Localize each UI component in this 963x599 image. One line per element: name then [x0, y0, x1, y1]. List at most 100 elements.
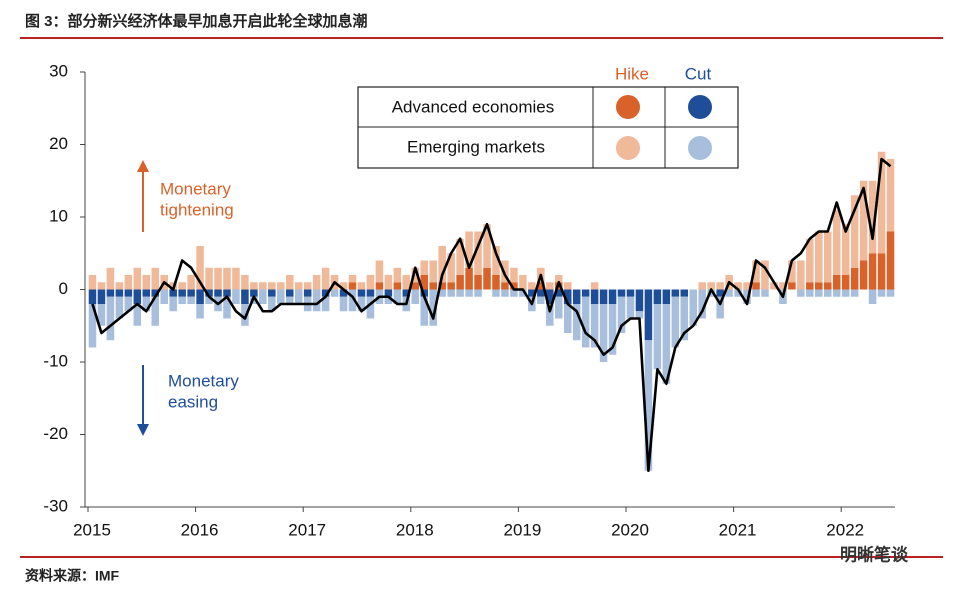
arrow-head [137, 160, 149, 172]
bar [178, 282, 186, 290]
bar [205, 289, 213, 297]
bar [133, 267, 142, 290]
bar [537, 282, 545, 290]
net-line [91, 157, 892, 473]
bar [303, 289, 312, 297]
x-tick-label: 2020 [611, 520, 649, 539]
bar [223, 267, 231, 290]
bar [420, 275, 429, 290]
legend-swatch [616, 95, 640, 119]
bar [250, 289, 258, 297]
bar [115, 282, 124, 290]
bar [285, 296, 294, 304]
annotation: tightening [160, 200, 234, 219]
bar [259, 282, 267, 290]
bar [680, 289, 689, 297]
bar [590, 289, 599, 304]
bar [348, 282, 357, 290]
bar [850, 267, 859, 290]
bar [250, 296, 258, 304]
bar [133, 289, 142, 304]
bar [115, 296, 124, 319]
bar [375, 282, 384, 290]
bar [88, 289, 97, 304]
watermark: 明晰笔谈 [840, 544, 909, 564]
bar [214, 267, 222, 290]
bar [339, 296, 348, 312]
bar [294, 282, 303, 290]
bar [456, 289, 464, 297]
bar [886, 159, 895, 232]
bar [232, 267, 240, 290]
bar [572, 289, 581, 304]
bar [106, 267, 115, 290]
bar [841, 224, 850, 275]
bar [815, 231, 823, 283]
bar [465, 267, 473, 290]
bar [285, 289, 294, 297]
bar [662, 304, 671, 384]
bar [590, 282, 599, 290]
bar [97, 282, 106, 290]
bar [859, 180, 868, 261]
bar [608, 304, 617, 355]
x-tick-label: 2015 [73, 520, 111, 539]
bar [375, 260, 384, 283]
y-tick-label: -10 [43, 351, 68, 370]
bar [411, 289, 420, 304]
bar [868, 289, 877, 304]
bar [841, 275, 850, 290]
bar [366, 296, 375, 319]
bar [357, 282, 366, 290]
bar [142, 296, 151, 312]
annotation: Monetary [168, 371, 239, 390]
legend-swatch [688, 95, 712, 119]
bar [366, 275, 375, 290]
x-tick-label: 2018 [396, 520, 434, 539]
bar [528, 282, 536, 290]
bar [806, 238, 814, 283]
bar [420, 260, 429, 275]
bar [357, 296, 366, 312]
annotations: Monetary tightening Monetary easing [137, 160, 239, 436]
bar [456, 238, 464, 275]
bar [797, 289, 805, 297]
bar [877, 151, 886, 254]
bar [474, 231, 482, 275]
bar [734, 282, 742, 290]
bar [438, 289, 446, 297]
bar [841, 289, 850, 297]
bar [429, 260, 437, 283]
bar [474, 275, 482, 290]
bar [554, 289, 563, 297]
bar [151, 296, 160, 326]
annotation: easing [168, 392, 218, 411]
bar [492, 289, 500, 297]
bar [877, 289, 886, 297]
bar [662, 289, 671, 304]
bar [644, 340, 653, 471]
bar [581, 296, 590, 348]
bar [510, 267, 518, 283]
bar [815, 282, 823, 290]
bar [411, 282, 420, 290]
bar [725, 289, 733, 297]
bar [151, 267, 160, 290]
bar [554, 296, 563, 319]
bar [716, 282, 724, 290]
bar [537, 289, 545, 297]
bar [429, 289, 437, 326]
bar [303, 282, 312, 290]
bar [832, 275, 841, 290]
bar [285, 275, 294, 290]
bar [124, 275, 133, 290]
bar [232, 289, 240, 304]
bar [429, 282, 437, 290]
bar [832, 289, 841, 297]
bar [483, 224, 491, 268]
bar [850, 289, 859, 297]
bar [716, 296, 724, 319]
bar [321, 289, 330, 297]
bar [671, 289, 680, 297]
source: 资料来源：IMF [25, 568, 120, 584]
